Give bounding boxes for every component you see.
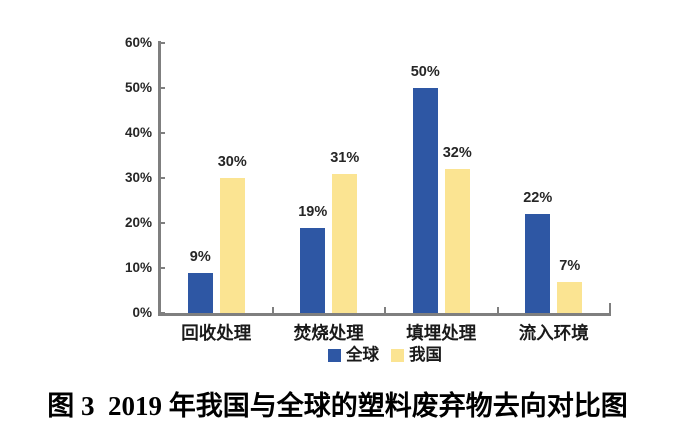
y-axis-tick-label: 30% xyxy=(124,170,152,185)
bar-chart: 0% 10% 20% 30% 40% 50% 60% 9% 30% 回收处理 19% 31% 焚烧处理 5… xyxy=(124,35,611,343)
x-axis-tick xyxy=(271,307,274,313)
bar-series0-cat1 xyxy=(300,227,326,313)
bar-series1-cat2 xyxy=(444,169,470,313)
bar-series0-cat3 xyxy=(525,214,551,313)
bar-value-label: 22% xyxy=(523,190,553,206)
y-axis-tick-label: 20% xyxy=(124,215,152,230)
bar-value-label: 9% xyxy=(189,248,211,265)
legend-label: 我国 xyxy=(409,346,442,364)
y-axis-line xyxy=(158,41,161,315)
legend-item-series1: 我国 xyxy=(391,347,442,364)
bar-series1-cat3 xyxy=(557,281,583,313)
y-axis-tick xyxy=(160,267,165,269)
bar-value-label: 32% xyxy=(442,145,472,161)
y-axis-tick-label: 0% xyxy=(132,305,152,320)
y-axis-tick-label: 10% xyxy=(124,260,152,275)
figure-caption: 图 3 2019 年我国与全球的塑料废弃物去向对比图 xyxy=(47,391,628,421)
x-axis-tick xyxy=(496,307,499,313)
x-axis-line xyxy=(158,312,611,316)
bar-value-label: 7% xyxy=(559,257,581,274)
bar-series1-cat1 xyxy=(332,173,358,313)
legend-swatch-icon xyxy=(391,349,404,362)
x-axis-category-label: 流入环境 xyxy=(518,323,589,343)
legend-label: 全球 xyxy=(346,346,379,364)
legend-item-series0: 全球 xyxy=(328,347,379,364)
bar-value-label: 31% xyxy=(330,149,360,166)
chart-legend: 全球 我国 xyxy=(160,347,610,364)
y-axis-tick xyxy=(160,177,165,179)
y-axis-tick xyxy=(160,42,165,44)
bar-series0-cat0 xyxy=(187,272,213,313)
bar-series1-cat0 xyxy=(219,178,245,313)
legend-swatch-icon xyxy=(328,349,341,362)
x-axis-category-label: 填埋处理 xyxy=(406,323,477,343)
y-axis-tick-label: 60% xyxy=(124,35,152,50)
bar-value-label: 50% xyxy=(410,64,440,80)
bar-value-label: 19% xyxy=(298,203,328,220)
x-axis-tick xyxy=(384,307,386,313)
y-axis-tick xyxy=(160,87,165,89)
y-axis-tick xyxy=(160,222,165,224)
bar-value-label: 30% xyxy=(217,154,247,170)
x-axis-end-tick xyxy=(608,303,611,313)
y-axis-tick xyxy=(160,132,165,134)
bar-series0-cat2 xyxy=(412,88,438,313)
x-axis-category-label: 回收处理 xyxy=(181,323,252,343)
y-axis-tick-label: 40% xyxy=(124,125,152,140)
y-axis-tick-label: 50% xyxy=(124,80,152,95)
x-axis-category-label: 焚烧处理 xyxy=(293,323,364,343)
